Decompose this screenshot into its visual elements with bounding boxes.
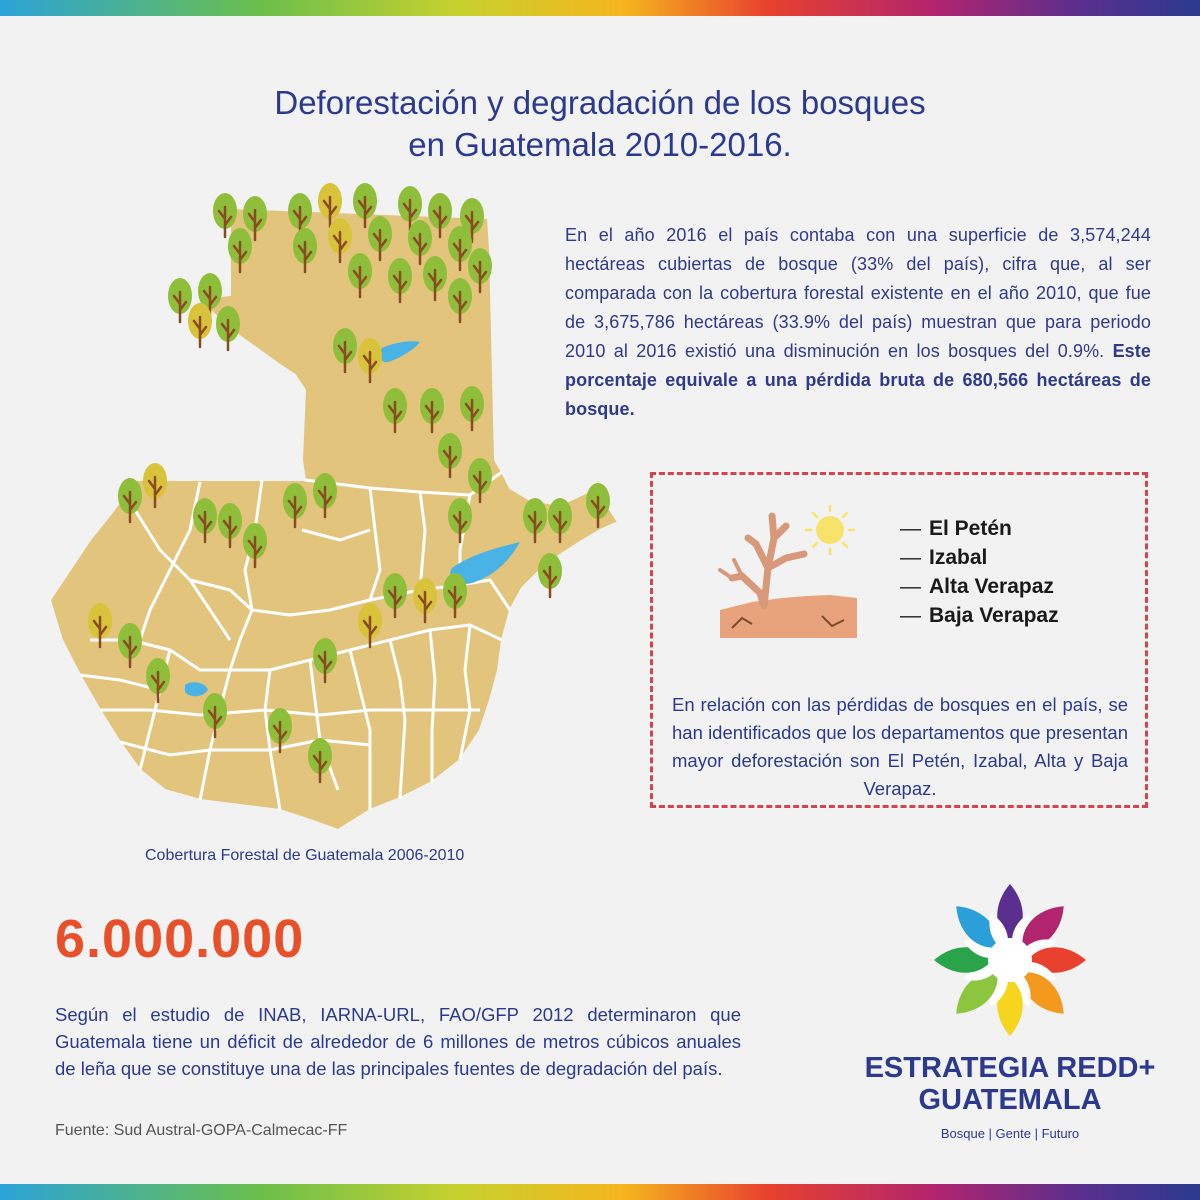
tree-icon	[548, 498, 572, 544]
forest-trees	[88, 183, 610, 784]
tree-icon	[143, 463, 167, 509]
tree-icon	[203, 693, 227, 739]
tree-icon	[423, 256, 447, 302]
tree-icon	[368, 216, 392, 262]
tree-icon	[318, 183, 342, 229]
tree-icon	[146, 658, 170, 704]
tree-icon	[213, 193, 237, 239]
tree-icon	[388, 258, 412, 304]
tree-icon	[218, 503, 242, 549]
tree-icon	[443, 573, 467, 619]
tree-icon	[438, 433, 462, 479]
departments-list: — El Petén — Izabal — Alta Verapaz — Baja Ve…	[900, 514, 1059, 630]
department-item: — El Petén	[900, 517, 1012, 540]
intro-highlight: Este porcentaje equivale a una pérdida b…	[565, 341, 1151, 419]
departments-text: En relación con las pérdidas de bosques …	[672, 693, 1128, 799]
tree-icon	[216, 306, 240, 352]
deficit-number: 6.000.000	[55, 909, 305, 969]
tree-icon	[188, 303, 212, 349]
tree-icon	[523, 498, 547, 544]
page-title-line-1: Deforestación y degradación de los bosqu…	[274, 84, 926, 122]
tree-icon	[293, 228, 317, 274]
logo-title: ESTRATEGIA REDD+ GUATEMALA	[850, 1052, 1170, 1116]
tree-icon	[328, 218, 352, 264]
tree-icon	[168, 278, 192, 324]
tree-icon	[333, 328, 357, 374]
department-item: — Izabal	[900, 546, 988, 569]
logo-petal	[956, 906, 998, 948]
tree-icon	[118, 623, 142, 669]
tree-icon	[358, 603, 382, 649]
tree-icon	[313, 473, 337, 519]
intro-text: En el año 2016 el país contaba con una s…	[565, 225, 1151, 361]
redd-flower-logo	[934, 884, 1086, 1036]
bottom-color-bar	[0, 1184, 1200, 1200]
tree-icon	[448, 226, 472, 272]
tree-icon	[348, 253, 372, 299]
deficit-text: Según el estudio de INAB, IARNA-URL, FAO…	[55, 1003, 741, 1079]
logo-petal	[956, 972, 998, 1014]
tree-icon	[313, 638, 337, 684]
departments-box	[650, 472, 1148, 808]
logo-title-line-1: ESTRATEGIA REDD+	[864, 1052, 1156, 1084]
tree-icon	[88, 603, 112, 649]
tree-icon	[460, 386, 484, 432]
tree-icon	[243, 523, 267, 569]
logo-title-line-2: GUATEMALA	[918, 1084, 1102, 1116]
tree-icon	[448, 498, 472, 544]
page-title-line-2: en Guatemala 2010-2016.	[408, 126, 792, 164]
tree-icon	[383, 388, 407, 434]
tree-icon	[283, 483, 307, 529]
tree-icon	[420, 388, 444, 434]
lake-peten-itza	[379, 341, 420, 363]
tree-icon	[398, 186, 422, 232]
tree-icon	[538, 553, 562, 599]
department-borders	[79, 470, 512, 811]
tree-icon	[468, 458, 492, 504]
tree-icon	[413, 578, 437, 624]
tree-icon	[243, 196, 267, 242]
logo-petal	[1022, 906, 1064, 948]
tree-icon	[383, 573, 407, 619]
lake-izabal	[450, 542, 520, 585]
tree-icon	[358, 338, 382, 384]
tree-icon	[460, 198, 484, 244]
intro-paragraph: En el año 2016 el país contaba con una s…	[565, 221, 1151, 424]
tree-icon	[408, 220, 432, 266]
tree-icon	[118, 478, 142, 524]
tree-icon	[228, 228, 252, 274]
logo-petal	[1022, 972, 1064, 1014]
department-item: — Baja Verapaz	[900, 604, 1059, 627]
page-title: Deforestación y degradación de los bosqu…	[0, 82, 1200, 166]
department-item: — Alta Verapaz	[900, 575, 1054, 598]
tree-icon	[448, 278, 472, 324]
lakes	[185, 341, 520, 697]
guatemala-forest-map	[40, 170, 640, 850]
tree-icon	[193, 498, 217, 544]
tree-icon	[198, 273, 222, 319]
lake-atitlan	[185, 682, 208, 697]
tree-icon	[586, 483, 610, 529]
guatemala-map-svg	[48, 183, 620, 832]
tree-icon	[308, 738, 332, 784]
tree-icon	[268, 708, 292, 754]
dry-tree-sun-icon	[718, 504, 857, 638]
tree-icon	[353, 183, 377, 229]
source-note: Fuente: Sud Austral-GOPA-Calmecac-FF	[55, 1122, 348, 1139]
top-color-bar	[0, 0, 1200, 16]
tree-icon	[428, 193, 452, 239]
map-caption: Cobertura Forestal de Guatemala 2006-201…	[145, 847, 465, 864]
logo-tagline: Bosque | Gente | Futuro	[940, 1126, 1080, 1141]
tree-icon	[468, 248, 492, 294]
